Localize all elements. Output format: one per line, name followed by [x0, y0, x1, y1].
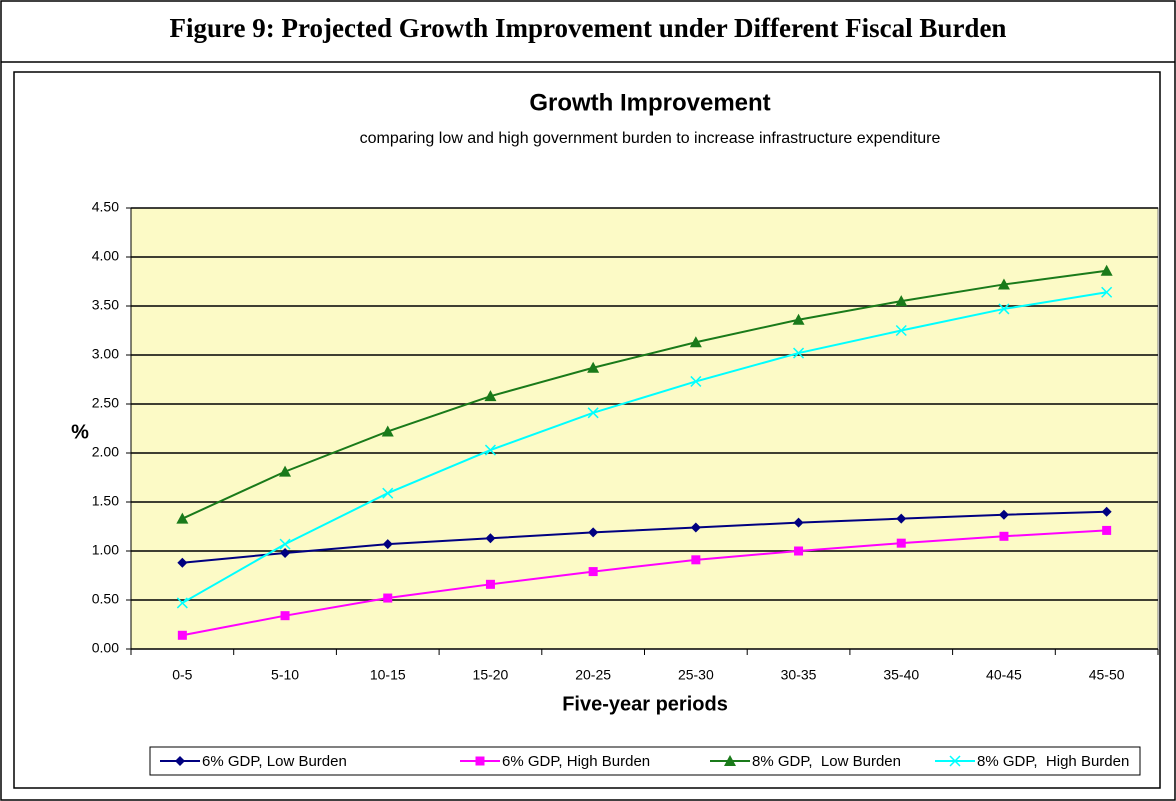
legend-marker — [724, 755, 736, 766]
legend-label: 8% GDP, Low Burden — [752, 753, 901, 770]
data-point — [176, 597, 188, 609]
legend-marker — [949, 755, 961, 767]
legend-label: 6% GDP, Low Burden — [202, 753, 347, 770]
data-point — [896, 513, 907, 524]
series-line — [182, 510, 1107, 564]
x-tick-label: 25-30 — [678, 667, 714, 683]
data-point — [998, 303, 1010, 315]
data-point — [177, 630, 187, 640]
legend-marker — [175, 756, 185, 766]
data-point — [689, 336, 702, 348]
data-point — [588, 527, 599, 538]
legend-label: 8% GDP, High Burden — [977, 753, 1129, 770]
data-point — [280, 611, 290, 621]
x-tick-label: 15-20 — [473, 667, 509, 683]
data-point — [690, 375, 702, 387]
data-point — [691, 555, 701, 565]
data-point — [690, 522, 701, 533]
x-tick-label: 0-5 — [172, 667, 192, 683]
data-point — [999, 531, 1009, 541]
x-tick-label: 45-50 — [1089, 667, 1125, 683]
x-tick-label: 35-40 — [883, 667, 919, 683]
data-point — [1101, 286, 1113, 298]
series-line — [181, 291, 1107, 604]
data-point — [895, 295, 908, 307]
series-line — [182, 529, 1107, 637]
y-tick-label: 2.00 — [92, 444, 119, 460]
data-point — [1100, 264, 1113, 276]
data-point — [1101, 506, 1112, 517]
data-point — [997, 278, 1010, 290]
data-point — [793, 517, 804, 528]
x-tick-label: 5-10 — [271, 667, 299, 683]
legend-label: 6% GDP, High Burden — [502, 753, 650, 770]
data-point — [382, 487, 394, 499]
chart-subtitle: comparing low and high government burden… — [360, 130, 941, 147]
x-tick-label: 40-45 — [986, 667, 1022, 683]
data-point — [484, 444, 496, 456]
data-point — [381, 425, 394, 437]
data-point — [588, 567, 598, 577]
y-tick-label: 4.00 — [92, 248, 119, 264]
data-point — [896, 538, 906, 548]
data-point — [793, 347, 805, 359]
x-axis-title: Five-year periods — [562, 693, 728, 715]
y-tick-label: 0.50 — [92, 591, 119, 607]
y-axis-title: % — [71, 421, 89, 443]
data-point — [895, 324, 907, 337]
y-tick-label: 4.50 — [92, 199, 119, 215]
data-point — [794, 546, 804, 556]
y-tick-label: 1.00 — [92, 542, 119, 558]
data-point — [382, 539, 393, 550]
data-point — [998, 509, 1009, 520]
data-point — [484, 390, 497, 402]
data-point — [587, 361, 600, 373]
series-line — [181, 269, 1107, 520]
data-point — [792, 313, 805, 325]
x-tick-label: 10-15 — [370, 667, 406, 683]
y-tick-label: 3.50 — [92, 297, 119, 313]
figure-title: Figure 9: Projected Growth Improvement u… — [170, 13, 1007, 43]
legend-marker — [475, 756, 485, 766]
x-tick-label: 20-25 — [575, 667, 611, 683]
data-point — [280, 547, 291, 558]
data-point — [485, 533, 496, 544]
data-point — [177, 557, 188, 568]
plot-area — [130, 207, 1159, 650]
y-tick-label: 0.00 — [92, 640, 119, 656]
y-tick-label: 2.50 — [92, 395, 119, 411]
data-point — [1102, 525, 1112, 535]
x-tick-label: 30-35 — [781, 667, 817, 683]
data-point — [176, 512, 189, 524]
data-point — [485, 579, 495, 589]
y-tick-label: 1.50 — [92, 493, 119, 509]
y-tick-label: 3.00 — [92, 346, 119, 362]
data-point — [279, 465, 292, 477]
data-point — [383, 593, 393, 603]
data-point — [279, 538, 291, 550]
data-point — [587, 407, 599, 419]
chart-title: Growth Improvement — [529, 89, 770, 116]
